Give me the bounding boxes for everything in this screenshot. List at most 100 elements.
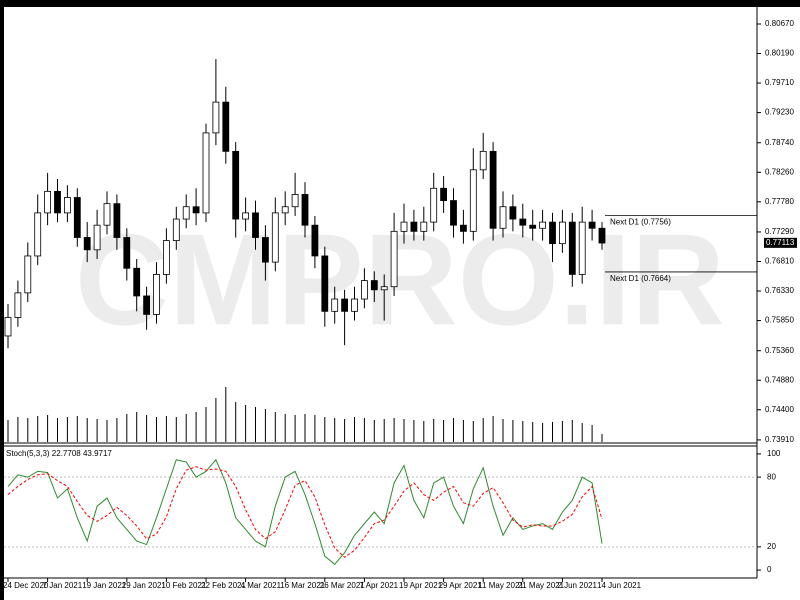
- candle-body: [331, 298, 339, 312]
- y-tick-label: 0.80190: [765, 49, 794, 58]
- candle-body: [153, 274, 160, 315]
- candle-body: [489, 150, 497, 229]
- candle-body: [103, 203, 111, 226]
- candle-body: [499, 206, 507, 229]
- candle-body: [113, 203, 121, 238]
- candle-body: [93, 224, 101, 251]
- candle-body: [172, 218, 180, 241]
- candle-body: [440, 187, 448, 201]
- candle-body: [192, 206, 200, 214]
- y-tick-label: 0.76330: [765, 286, 794, 295]
- y-tick-label: 0.74400: [765, 405, 794, 414]
- x-tick-label: 7 Jan 2021: [43, 581, 83, 590]
- candle-body: [400, 221, 408, 232]
- x-tick-label: 21 May 2021: [518, 581, 565, 590]
- candle-body: [133, 267, 141, 297]
- level-label: Next D1 (0.7664): [610, 274, 671, 283]
- x-tick-label: 2 Jun 2021: [557, 581, 597, 590]
- candle-body: [182, 206, 190, 220]
- candle-body: [162, 240, 170, 275]
- candle-body: [123, 237, 131, 269]
- candle-body: [143, 295, 151, 315]
- y-tick-label: 0.79230: [765, 108, 794, 117]
- candle-body: [519, 218, 527, 226]
- indicator-line: [7, 458, 603, 565]
- y-tick-label: 0.77780: [765, 197, 794, 206]
- candle-body: [559, 221, 566, 245]
- candle-body: [469, 169, 477, 232]
- candle-body: [549, 221, 556, 245]
- y-tick-label: 0.75850: [765, 316, 794, 325]
- candle-body: [83, 237, 91, 251]
- y-tick-label: 0.77290: [765, 227, 794, 236]
- candle-body: [390, 230, 398, 288]
- candle-body: [509, 206, 517, 220]
- candle-body: [420, 221, 428, 232]
- candle-body: [459, 224, 467, 232]
- candle-body: [64, 197, 71, 214]
- y-tick-label: 80: [767, 472, 776, 481]
- candle-body: [479, 150, 487, 171]
- x-tick-label: 29 Apr 2021: [439, 581, 483, 590]
- candle-body: [370, 280, 378, 291]
- candle-body: [598, 227, 606, 244]
- candle-body: [212, 101, 220, 134]
- indicator-title: Stoch(5,3,3) 22.7708 43.9717: [6, 449, 112, 458]
- x-tick-label: 19 Jan 2021: [82, 581, 127, 590]
- candle-body: [529, 224, 537, 229]
- candle-body: [450, 200, 457, 226]
- y-tick-label: 0.73910: [765, 435, 794, 444]
- candle-body: [261, 237, 269, 263]
- candle-body: [24, 255, 32, 294]
- x-tick-label: 24 Dec 2020: [3, 581, 49, 590]
- candle-body: [578, 221, 586, 275]
- candle-body: [321, 255, 329, 312]
- candle-body: [351, 298, 358, 312]
- candle-body: [14, 292, 22, 318]
- candle-body: [232, 150, 240, 220]
- y-tick-label: 0.76810: [765, 257, 794, 266]
- price-label: 0.77113: [766, 238, 795, 247]
- candle-body: [202, 132, 210, 214]
- level-label: Next D1 (0.7756): [610, 217, 671, 226]
- candle-body: [44, 190, 51, 214]
- candle-body: [73, 197, 81, 238]
- candle-body: [252, 212, 259, 238]
- x-tick-label: 4 Mar 2021: [241, 581, 282, 590]
- candle-body: [222, 101, 230, 152]
- x-tick-label: 29 Jan 2021: [122, 581, 167, 590]
- candle-body: [281, 206, 289, 214]
- candle-body: [271, 212, 279, 263]
- x-tick-label: 19 Apr 2021: [399, 581, 443, 590]
- candle-body: [410, 221, 418, 232]
- x-tick-label: 26 Mar 2021: [320, 581, 365, 590]
- x-tick-label: 7 Apr 2021: [359, 581, 398, 590]
- y-tick-label: 0: [767, 565, 772, 574]
- y-tick-label: 0.78260: [765, 167, 794, 176]
- x-tick-label: 22 Feb 2021: [201, 581, 246, 590]
- candle-body: [311, 224, 319, 257]
- y-tick-label: 0.79710: [765, 78, 794, 87]
- candle-body: [301, 194, 309, 226]
- candle-body: [539, 221, 546, 229]
- candle-body: [568, 221, 576, 275]
- candle-body: [54, 190, 61, 214]
- x-tick-label: 14 Jun 2021: [597, 581, 642, 590]
- candle-body: [588, 221, 596, 229]
- price-box: [764, 237, 797, 248]
- candle-body: [4, 317, 12, 337]
- y-tick-label: 100: [767, 449, 781, 458]
- candle-body: [360, 280, 368, 300]
- y-tick-label: 0.75360: [765, 346, 794, 355]
- candle-body: [242, 212, 250, 220]
- y-tick-label: 0.78740: [765, 138, 794, 147]
- x-tick-label: 11 May 2021: [478, 581, 524, 590]
- candle-body: [380, 286, 388, 291]
- candle-body: [34, 212, 42, 257]
- y-tick-label: 20: [767, 542, 776, 551]
- x-tick-label: 16 Mar 2021: [280, 581, 325, 590]
- y-tick-label: 0.80670: [765, 19, 794, 28]
- candle-body: [291, 194, 299, 208]
- x-tick-label: 10 Feb 2021: [161, 581, 206, 590]
